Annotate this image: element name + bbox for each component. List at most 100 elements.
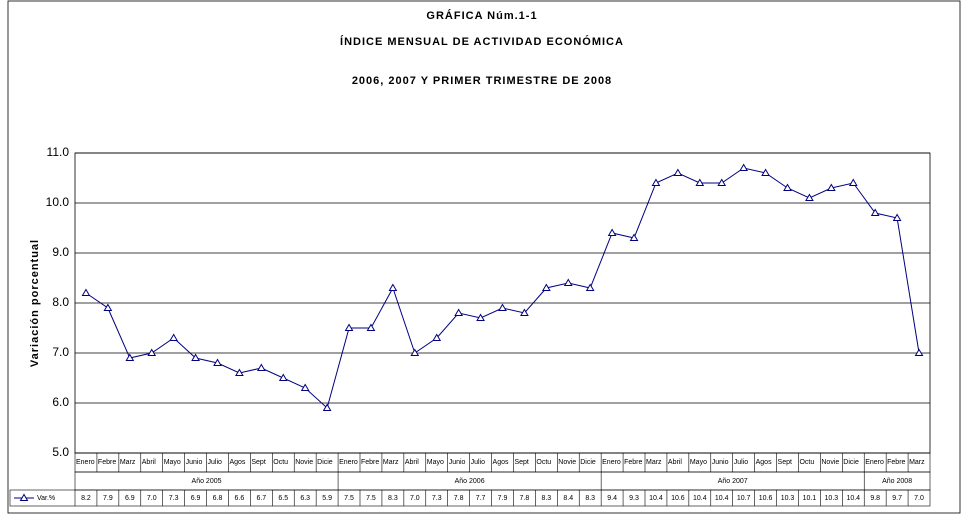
marker: [278, 373, 288, 381]
marker: [739, 163, 749, 171]
x-tick-label: Junio: [712, 459, 729, 466]
marker: [585, 283, 595, 291]
data-label: 10.4: [846, 495, 860, 502]
data-label: 7.8: [520, 495, 530, 502]
marker: [366, 323, 376, 331]
x-tick-label: Sept: [251, 459, 265, 466]
marker: [235, 368, 244, 376]
marker: [103, 303, 113, 311]
marker: [695, 178, 705, 186]
data-label: 8.3: [585, 495, 595, 502]
x-tick-label: Dicie: [317, 459, 333, 466]
y-tick-label: 10.0: [46, 195, 70, 209]
y-tick-label: 8.0: [52, 295, 69, 309]
marker: [410, 348, 420, 356]
group-label: Año 2008: [882, 478, 912, 485]
group-label: Año 2007: [718, 478, 748, 485]
data-label: 9.7: [892, 495, 902, 502]
marker: [256, 363, 266, 371]
marker: [805, 193, 814, 201]
x-tick-label: Julio: [734, 459, 749, 466]
marker: [432, 333, 442, 341]
marker: [454, 308, 464, 316]
data-label: 10.3: [825, 495, 839, 502]
x-tick-label: Agos: [229, 459, 245, 466]
x-tick-label: Junio: [449, 459, 466, 466]
data-label: 10.4: [693, 495, 707, 502]
data-label: 10.4: [649, 495, 663, 502]
data-label: 10.6: [759, 495, 773, 502]
marker: [607, 228, 617, 236]
y-axis-label: Variación porcentual: [29, 239, 41, 367]
marker: [826, 183, 836, 191]
group-label: Año 2005: [192, 478, 222, 485]
x-tick-label: Sept: [514, 459, 528, 466]
x-tick-label: Agos: [756, 459, 772, 466]
data-label: 6.3: [300, 495, 310, 502]
legend-marker: [19, 493, 29, 501]
x-tick-label: Mayo: [690, 459, 707, 466]
chart-title: GRÁFICA Núm.1-1: [426, 9, 537, 22]
marker: [344, 323, 354, 331]
x-tick-label: Febre: [361, 459, 379, 466]
marker: [125, 353, 135, 361]
marker: [147, 348, 157, 356]
y-tick-label: 5.0: [52, 445, 69, 459]
data-label: 6.8: [213, 495, 223, 502]
data-label: 7.3: [432, 495, 442, 502]
x-tick-label: Octu: [273, 459, 288, 466]
data-label: 10.6: [671, 495, 685, 502]
marker: [388, 283, 398, 291]
x-tick-label: Julio: [471, 459, 486, 466]
x-tick-label: Abril: [142, 459, 156, 466]
x-tick-label: Novie: [295, 459, 313, 466]
x-tick-label: Octu: [799, 459, 814, 466]
marker: [914, 348, 924, 356]
data-label: 10.3: [781, 495, 795, 502]
data-label: 6.6: [235, 495, 245, 502]
marker: [783, 183, 792, 191]
marker: [848, 178, 858, 186]
marker: [169, 333, 179, 341]
x-tick-label: Enero: [339, 459, 358, 466]
x-tick-label: Febre: [624, 459, 642, 466]
x-tick-label: Abril: [668, 459, 682, 466]
x-tick-label: Enero: [76, 459, 95, 466]
y-tick-label: 6.0: [52, 395, 69, 409]
data-label: 7.0: [914, 495, 924, 502]
data-label: 5.9: [322, 495, 332, 502]
x-tick-label: Marz: [383, 459, 399, 466]
data-label: 6.9: [125, 495, 135, 502]
data-label: 7.8: [454, 495, 464, 502]
x-tick-label: Febre: [98, 459, 116, 466]
x-tick-label: Mayo: [164, 459, 181, 466]
data-label: 7.5: [344, 495, 354, 502]
data-label: 10.1: [803, 495, 817, 502]
data-label: 6.9: [191, 495, 201, 502]
data-label: 9.8: [870, 495, 880, 502]
marker: [717, 178, 727, 186]
chart-frame: [7, 0, 961, 514]
line: [85, 167, 920, 409]
x-tick-label: Novie: [558, 459, 576, 466]
legend-label: Var.%: [37, 495, 55, 502]
x-tick-label: Julio: [208, 459, 223, 466]
marker: [629, 233, 639, 241]
data-label: 7.0: [410, 495, 420, 502]
data-label: 8.2: [81, 495, 91, 502]
marker: [761, 168, 770, 176]
x-tick-label: Febre: [887, 459, 905, 466]
chart-title: ÍNDICE MENSUAL DE ACTIVIDAD ECONÓMICA: [340, 35, 624, 48]
x-tick-label: Junio: [186, 459, 203, 466]
marker: [673, 168, 683, 176]
x-tick-label: Novie: [821, 459, 839, 466]
data-label: 6.5: [278, 495, 288, 502]
x-tick-label: Marz: [909, 459, 925, 466]
data-label: 8.3: [388, 495, 398, 502]
data-label: 10.7: [737, 495, 751, 502]
x-tick-label: Sept: [778, 459, 792, 466]
data-label: 7.5: [366, 495, 376, 502]
marker: [476, 313, 485, 321]
x-tick-label: Abril: [405, 459, 419, 466]
